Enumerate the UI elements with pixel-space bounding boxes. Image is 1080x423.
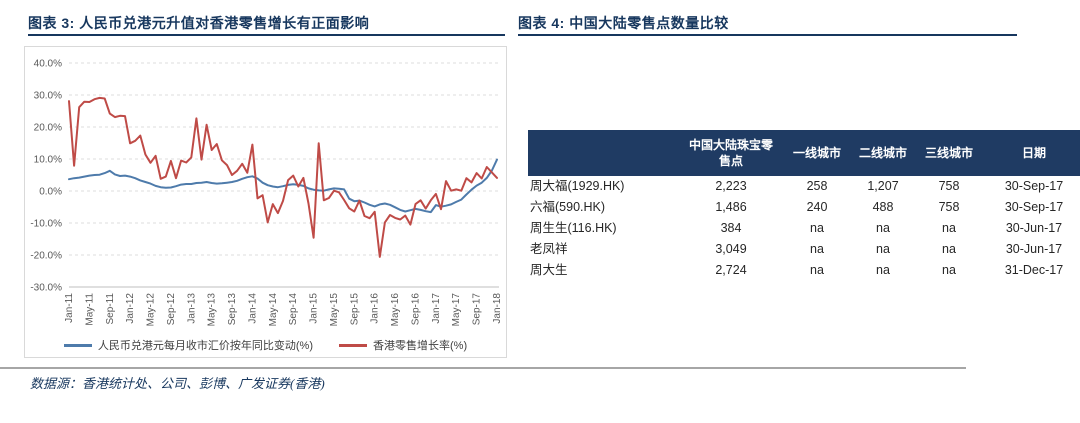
table-cell: na	[784, 239, 850, 261]
x-tick-label: May-12	[146, 293, 157, 327]
legend-item-rmb-hkd: 人民币兑港元每月收市汇价按年同比变动(%)	[63, 337, 313, 353]
table-cell: na	[916, 218, 982, 240]
table-cell: 1,207	[850, 176, 916, 198]
x-tick-label: Sep-17	[472, 293, 483, 326]
table-cell: na	[850, 260, 916, 282]
x-tick-label: Jan-13	[186, 293, 197, 324]
hk-retail-legend-label: 香港零售增长率(%)	[373, 340, 468, 352]
table-cell: 2,724	[678, 260, 784, 282]
table-row: 周生生(116.HK) 384 na na na 30-Jun-17	[528, 218, 1080, 240]
x-tick-label: Jan-11	[64, 293, 75, 323]
x-tick-label: Sep-11	[105, 293, 116, 325]
table-row: 周大生 2,724 na na na 31-Dec-17	[528, 260, 1080, 282]
x-tick-label: May-14	[268, 293, 279, 327]
table-cell: 30-Jun-17	[982, 239, 1080, 261]
table-cell: na	[916, 239, 982, 261]
column-header: 日期	[982, 130, 1080, 177]
table-cell: 384	[678, 218, 784, 240]
x-tick-label: May-15	[329, 293, 340, 327]
table-cell: 1,486	[678, 197, 784, 219]
line-chart-figure: 40.0% 30.0% 20.0% 10.0% 0.0% -10.0% -20.0% -30.…	[24, 46, 507, 358]
figure-3-title: 图表 3: 人民币兑港元升值对香港零售增长有正面影响	[28, 15, 370, 31]
retail-table-head: 中国大陆珠宝零售点 一线城市 二线城市 三线城市 日期	[528, 130, 1080, 177]
x-tick-label: Sep-14	[288, 293, 299, 326]
table-cell: 30-Sep-17	[982, 176, 1080, 198]
table-cell: na	[850, 218, 916, 240]
x-tick-label: Jan-17	[431, 293, 442, 324]
table-cell: 758	[916, 197, 982, 219]
table-cell: na	[784, 260, 850, 282]
column-header	[528, 130, 678, 177]
y-tick-label: -30.0%	[30, 283, 62, 294]
table-cell: 周大生	[528, 260, 678, 282]
chart-legend: 人民币兑港元每月收市汇价按年同比变动(%) 香港零售增长率(%)	[25, 337, 506, 353]
table-cell: 六福(590.HK)	[528, 197, 678, 219]
y-tick-label: 0.0%	[39, 187, 62, 198]
table-cell: na	[784, 218, 850, 240]
x-tick-label: Sep-16	[410, 293, 421, 326]
x-tick-label: Sep-15	[349, 293, 360, 326]
x-tick-label: Jan-12	[125, 293, 136, 324]
y-tick-label: -20.0%	[30, 251, 62, 262]
y-tick-label: 30.0%	[34, 91, 62, 102]
x-tick-label: Jan-14	[247, 293, 258, 324]
rmb-hkd-legend-label: 人民币兑港元每月收市汇价按年同比变动(%)	[97, 340, 313, 352]
figure-3-title-rule	[28, 34, 505, 36]
x-tick-label: Jan-18	[492, 293, 503, 324]
x-tick-label: May-16	[390, 293, 401, 327]
rmb-hkd-line-swatch	[63, 343, 92, 347]
rmb-hkd-line	[68, 158, 498, 214]
table-cell: 488	[850, 197, 916, 219]
line-chart-canvas: 40.0% 30.0% 20.0% 10.0% 0.0% -10.0% -20.0% -30.…	[30, 59, 503, 327]
x-tick-label: May-11	[84, 293, 95, 326]
column-header: 中国大陆珠宝零售点	[678, 130, 784, 177]
column-header: 三线城市	[916, 130, 982, 177]
hk-retail-line-swatch	[339, 343, 367, 347]
table-cell: na	[850, 239, 916, 261]
table-cell: 30-Jun-17	[982, 218, 1080, 240]
x-tick-label: Jan-15	[309, 293, 320, 324]
x-tick-label: Jan-16	[370, 293, 381, 324]
x-tick-label: May-17	[451, 293, 462, 327]
y-tick-label: 10.0%	[34, 155, 62, 166]
table-cell: na	[916, 260, 982, 282]
table-cell: 758	[916, 176, 982, 198]
hk-retail-line	[68, 96, 498, 258]
table-cell: 2,223	[678, 176, 784, 198]
y-tick-label: 20.0%	[34, 123, 62, 134]
table-row: 老凤祥 3,049 na na na 30-Jun-17	[528, 239, 1080, 261]
legend-item-hk-retail: 香港零售增长率(%)	[339, 337, 467, 353]
table-cell: 周生生(116.HK)	[528, 218, 678, 240]
y-tick-label: -10.0%	[30, 219, 62, 230]
table-cell: 258	[784, 176, 850, 198]
column-header: 二线城市	[850, 130, 916, 177]
x-tick-label: May-13	[207, 293, 218, 327]
column-header: 一线城市	[784, 130, 850, 177]
retail-table: 中国大陆珠宝零售点 一线城市 二线城市 三线城市 日期 周大福(1929.HK) 2,22…	[528, 130, 1080, 282]
table-cell: 31-Dec-17	[982, 260, 1080, 282]
footer-rule	[0, 367, 966, 369]
table-cell: 老凤祥	[528, 239, 678, 261]
table-cell: 周大福(1929.HK)	[528, 176, 678, 198]
x-tick-label: Sep-13	[227, 293, 238, 326]
table-row: 周大福(1929.HK) 2,223 258 1,207 758 30-Sep-17	[528, 176, 1080, 198]
retail-table-wrap: 中国大陆珠宝零售点 一线城市 二线城市 三线城市 日期 周大福(1929.HK) 2,22…	[528, 130, 1080, 282]
y-tick-label: 40.0%	[34, 59, 62, 70]
x-tick-label: Sep-12	[166, 293, 177, 326]
table-cell: 3,049	[678, 239, 784, 261]
figure-4-title-rule	[518, 34, 1017, 36]
retail-table-body: 周大福(1929.HK) 2,223 258 1,207 758 30-Sep-17 六福(…	[528, 176, 1080, 282]
data-source-note: 数据源：香港统计处、公司、彭博、广发证券(香港)	[30, 376, 325, 391]
table-cell: 240	[784, 197, 850, 219]
table-cell: 30-Sep-17	[982, 197, 1080, 219]
table-row: 六福(590.HK) 1,486 240 488 758 30-Sep-17	[528, 197, 1080, 219]
figure-4-title: 图表 4: 中国大陆零售点数量比较	[518, 15, 729, 31]
